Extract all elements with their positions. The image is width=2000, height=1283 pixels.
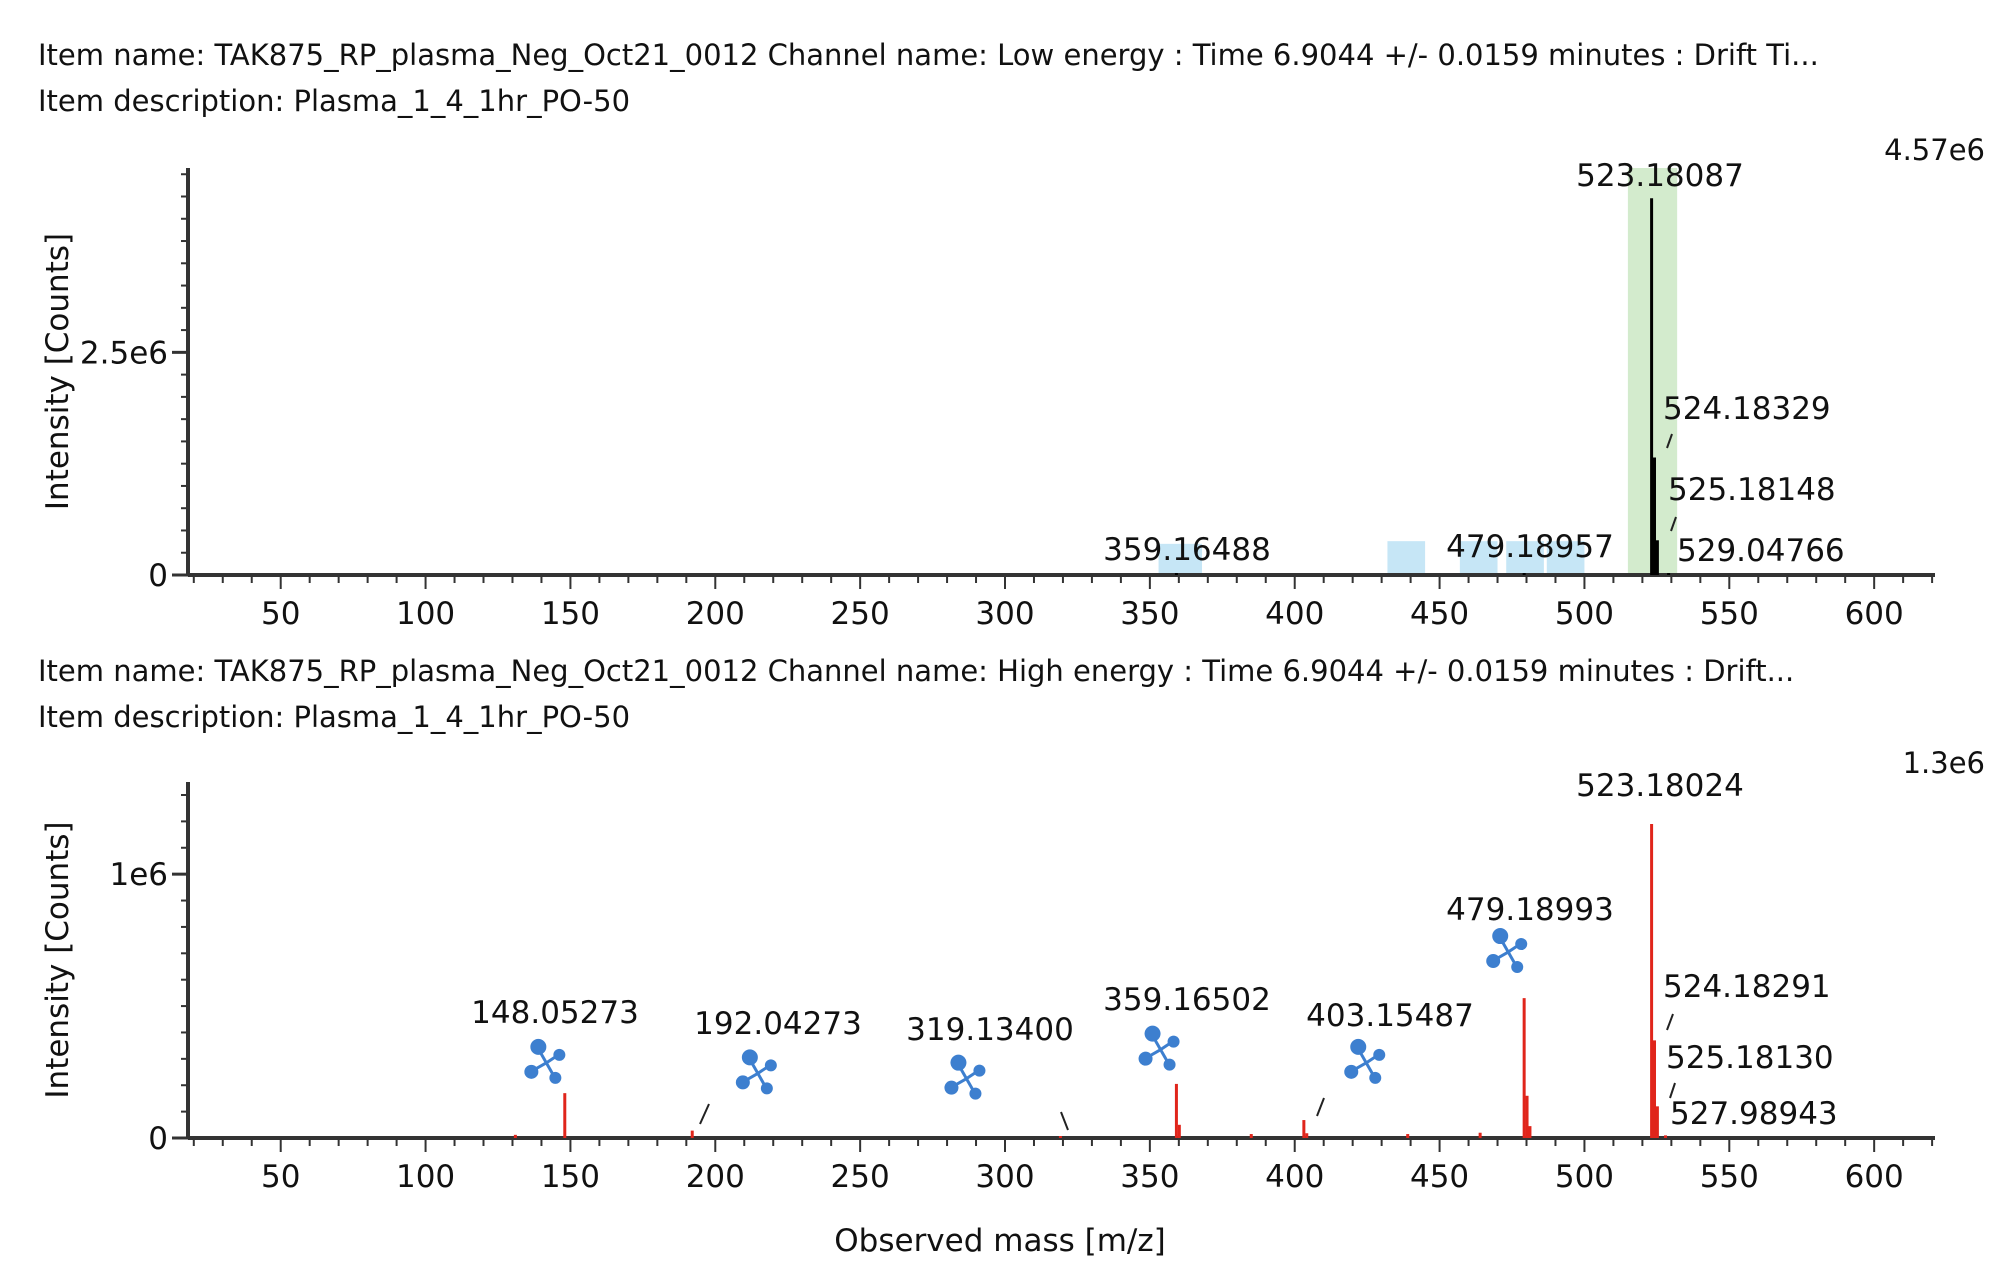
x-tick-label-500: 500: [1555, 596, 1614, 632]
x-tick-label-200: 200: [686, 1159, 745, 1195]
atom: [1369, 1071, 1382, 1084]
peak-label-192: 192.04273: [694, 1006, 862, 1042]
atom: [1492, 928, 1509, 945]
x-tick-label-350: 350: [1120, 596, 1179, 632]
x-tick-label-600: 600: [1845, 1159, 1904, 1195]
peak-label-148: 148.05273: [471, 995, 639, 1031]
peak-label-529: 529.04766: [1677, 533, 1845, 569]
atom: [760, 1082, 773, 1095]
peak-leader-192: [699, 1103, 710, 1125]
highlight-band-0: [1158, 543, 1203, 575]
atom: [1144, 1025, 1161, 1042]
peak-leader-524: [1666, 1013, 1674, 1031]
peak-label-524: 524.18291: [1663, 969, 1831, 1005]
y-tick-label: 0: [148, 558, 168, 594]
highlight-band-3: [1506, 541, 1544, 575]
y-tick-label: 1e6: [109, 857, 168, 893]
y-tick-label: 0: [148, 1121, 168, 1157]
atom: [741, 1049, 758, 1066]
peak-leader-525: [1669, 1082, 1676, 1099]
highlight-band-1: [1387, 541, 1426, 575]
x-tick-label-300: 300: [975, 1159, 1034, 1195]
atom: [735, 1075, 750, 1090]
fragment-structure-icon-4: [1344, 1038, 1386, 1084]
x-tick-label-100: 100: [396, 1159, 455, 1195]
bottom-item-description: Item description: Plasma_1_4_1hr_PO-50: [38, 700, 631, 734]
peak-label-525: 525.18130: [1666, 1040, 1834, 1076]
x-tick-label-50: 50: [261, 1159, 300, 1195]
atom: [1163, 1058, 1176, 1071]
atom: [530, 1038, 547, 1055]
x-tick-label-50: 50: [261, 596, 300, 632]
atom: [1515, 938, 1528, 951]
x-axis-label: Observed mass [m/z]: [834, 1223, 1166, 1259]
x-tick-label-550: 550: [1700, 1159, 1759, 1195]
atom: [1486, 954, 1501, 969]
x-tick-label-550: 550: [1700, 596, 1759, 632]
max-intensity-label: 4.57e6: [1884, 133, 1985, 167]
atom: [969, 1087, 982, 1100]
peak-leader-525: [1670, 516, 1677, 532]
atom: [1373, 1048, 1386, 1061]
peak-leader-319: [1060, 1111, 1069, 1131]
x-tick-label-250: 250: [831, 596, 890, 632]
x-tick-label-400: 400: [1265, 596, 1324, 632]
atom: [764, 1059, 777, 1072]
atom: [973, 1064, 986, 1077]
peak-label-359: 359.16488: [1103, 532, 1271, 568]
highlight-band-2: [1459, 541, 1498, 575]
atom: [944, 1080, 959, 1095]
high-energy-spectrum: 50 100 150 200 250 300 350 400 450 500 550 600 0 1e6 I…: [40, 746, 1985, 1195]
peak-label-524: 524.18329: [1663, 391, 1831, 427]
peak-label-359: 359.16502: [1103, 982, 1271, 1018]
top-item-name: Item name: TAK875_RP_plasma_Neg_Oct21_00…: [38, 38, 1819, 72]
atom: [549, 1071, 562, 1084]
peak-label-403: 403.15487: [1306, 998, 1474, 1034]
peak-leader-403: [1316, 1097, 1325, 1117]
fragment-structure-icon-5: [1486, 928, 1528, 974]
atom: [1167, 1035, 1180, 1048]
fragment-structure-icon-0: [524, 1038, 566, 1084]
top-item-description: Item description: Plasma_1_4_1hr_PO-50: [38, 84, 631, 118]
peak-label-479: 479.18993: [1446, 892, 1614, 928]
bottom-item-name: Item name: TAK875_RP_plasma_Neg_Oct21_00…: [38, 654, 1795, 688]
x-tick-label-150: 150: [541, 596, 600, 632]
atom: [950, 1054, 967, 1071]
x-tick-label-350: 350: [1120, 1159, 1179, 1195]
x-tick-label-450: 450: [1410, 596, 1469, 632]
x-tick-label-100: 100: [396, 596, 455, 632]
max-intensity-label: 1.3e6: [1903, 746, 1985, 780]
highlight-band-4: [1546, 541, 1585, 575]
atom: [1350, 1038, 1367, 1055]
x-tick-label-600: 600: [1845, 596, 1904, 632]
atom: [1344, 1064, 1359, 1079]
x-tick-label-150: 150: [541, 1159, 600, 1195]
fragment-structure-icon-2: [944, 1054, 986, 1100]
atom: [553, 1048, 566, 1061]
x-tick-label-500: 500: [1555, 1159, 1614, 1195]
y-axis-label: Intensity [Counts]: [40, 821, 76, 1098]
low-energy-spectrum: 50 100 150 200 250 300 350 400 450 500 550 600 0 2.5e…: [40, 133, 1985, 632]
atom: [1511, 961, 1524, 974]
x-tick-label-200: 200: [686, 596, 745, 632]
peak-label-319: 319.13400: [906, 1012, 1074, 1048]
fragment-structure-icon-3: [1138, 1025, 1180, 1071]
x-tick-label-300: 300: [975, 596, 1034, 632]
x-tick-label-450: 450: [1410, 1159, 1469, 1195]
y-tick-label: 2.5e6: [80, 335, 168, 371]
fragment-structure-icon-1: [735, 1049, 777, 1095]
atom: [524, 1064, 539, 1079]
peak-label-525: 525.18148: [1668, 472, 1836, 508]
peak-label-523: 523.18024: [1576, 768, 1744, 804]
peak-label-523: 523.18087: [1576, 158, 1744, 194]
x-tick-label-400: 400: [1265, 1159, 1324, 1195]
peak-label-479: 479.18957: [1446, 529, 1614, 565]
atom: [1138, 1051, 1153, 1066]
peak-label-527: 527.98943: [1670, 1096, 1838, 1132]
x-tick-label-250: 250: [831, 1159, 890, 1195]
peak-leader-524: [1666, 433, 1673, 449]
y-axis-label: Intensity [Counts]: [40, 233, 76, 510]
